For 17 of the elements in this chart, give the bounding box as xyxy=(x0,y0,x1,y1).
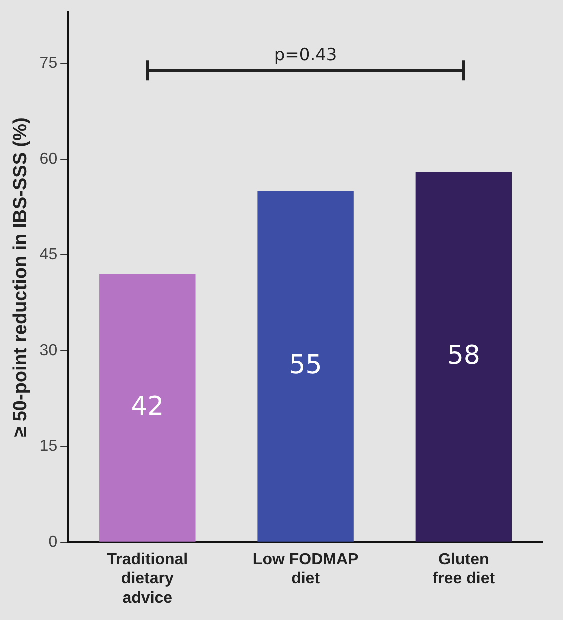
y-tick-label: 60 xyxy=(40,150,58,168)
data-label: 58 xyxy=(447,340,480,371)
x-tick-label: Traditional dietary advice xyxy=(107,551,188,607)
y-tick-label: 30 xyxy=(40,342,58,360)
bar xyxy=(258,191,354,542)
y-axis-title: ≥ 50-point reduction in IBS-SSS (%) xyxy=(10,118,32,438)
y-tick-label: 45 xyxy=(40,246,58,264)
data-label: 42 xyxy=(131,392,164,422)
bar xyxy=(416,172,512,542)
annotation: p=0.43 xyxy=(274,46,338,66)
y-tick-label: 15 xyxy=(40,438,58,456)
y-tick-label: 75 xyxy=(40,55,58,72)
x-tick-label: Low FODMAP diet xyxy=(252,551,360,588)
x-tick-label: Gluten free diet xyxy=(432,551,496,588)
data-label: 55 xyxy=(289,350,322,380)
bar xyxy=(100,274,196,542)
y-tick-label: 0 xyxy=(48,534,58,551)
